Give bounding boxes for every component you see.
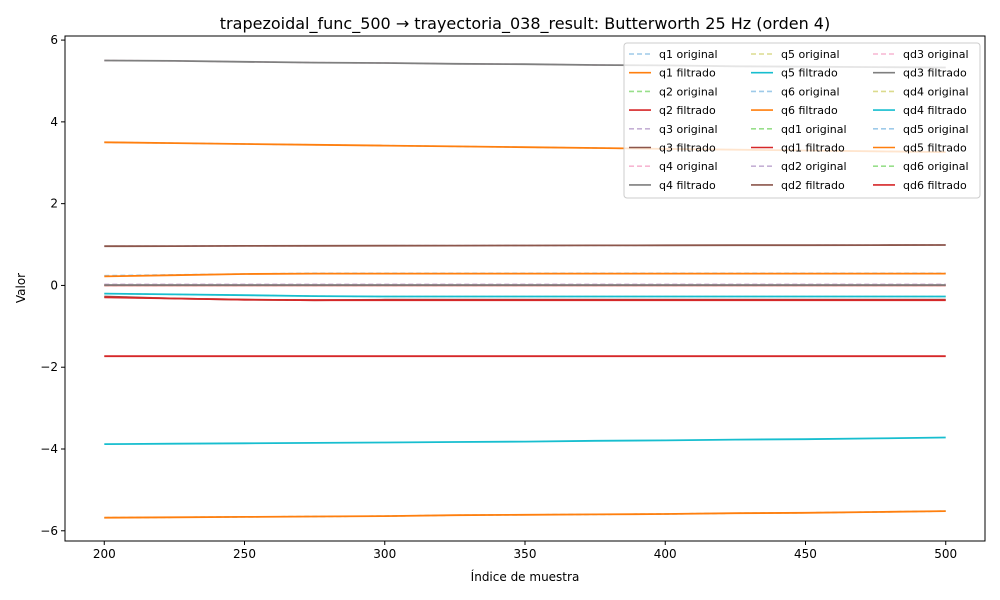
x-tick-label: 300 (373, 547, 396, 561)
legend-label: qd6 filtrado (903, 179, 967, 192)
legend-label: qd6 original (903, 160, 969, 173)
x-tick-label: 250 (233, 547, 256, 561)
y-tick-label: 4 (50, 115, 58, 129)
series-line-11 (104, 510, 946, 519)
legend-label: q6 filtrado (781, 104, 838, 117)
legend-label: qd1 filtrado (781, 142, 845, 155)
x-tick-label: 350 (514, 547, 537, 561)
y-tick-label: 2 (50, 197, 58, 211)
legend-label: q4 original (659, 160, 718, 173)
plot-lines (104, 59, 946, 519)
legend-label: qd4 original (903, 85, 969, 98)
legend-label: q3 original (659, 123, 718, 136)
series-line-21 (104, 272, 946, 278)
x-tick-label: 500 (934, 547, 957, 561)
x-axis-label: Índice de muestra (471, 569, 580, 584)
legend-label: q4 filtrado (659, 179, 716, 192)
legend-label: q2 original (659, 85, 718, 98)
legend-label: qd1 original (781, 123, 847, 136)
x-tick-label: 400 (654, 547, 677, 561)
y-tick-label: −2 (40, 360, 58, 374)
legend-label: qd2 original (781, 160, 847, 173)
legend-box (623, 42, 981, 199)
legend: q1 original q1 filtrado q2 original q2 filt… (623, 42, 981, 199)
series-line-23 (104, 296, 946, 302)
y-tick-label: 6 (50, 33, 58, 47)
legend-label: q5 filtrado (781, 67, 838, 80)
legend-label: q1 filtrado (659, 67, 716, 80)
legend-label: qd4 filtrado (903, 104, 967, 117)
series-line-19 (104, 292, 946, 298)
legend-label: qd3 filtrado (903, 67, 967, 80)
y-tick-label: −4 (40, 442, 58, 456)
legend-label: q3 filtrado (659, 142, 716, 155)
series-line-5 (104, 244, 946, 248)
x-tick-label: 450 (794, 547, 817, 561)
chart-title: trapezoidal_func_500 → trayectoria_038_r… (220, 14, 830, 34)
y-axis-label: Valor (14, 273, 28, 303)
legend-label: q5 original (781, 48, 840, 61)
legend-label: qd3 original (903, 48, 969, 61)
legend-label: q2 filtrado (659, 104, 716, 117)
x-tick-label: 200 (93, 547, 116, 561)
legend-label: q6 original (781, 85, 840, 98)
legend-label: qd5 filtrado (903, 142, 967, 155)
series-line-9 (104, 436, 946, 445)
y-tick-label: −6 (40, 524, 58, 538)
y-axis: −6 −4 −2 0 2 4 6 (40, 33, 65, 538)
y-tick-label: 0 (50, 278, 58, 292)
legend-label: q1 original (659, 48, 718, 61)
legend-label: qd5 original (903, 123, 969, 136)
x-axis: 200 250 300 350 400 450 500 (93, 541, 957, 561)
legend-label: qd2 filtrado (781, 179, 845, 192)
